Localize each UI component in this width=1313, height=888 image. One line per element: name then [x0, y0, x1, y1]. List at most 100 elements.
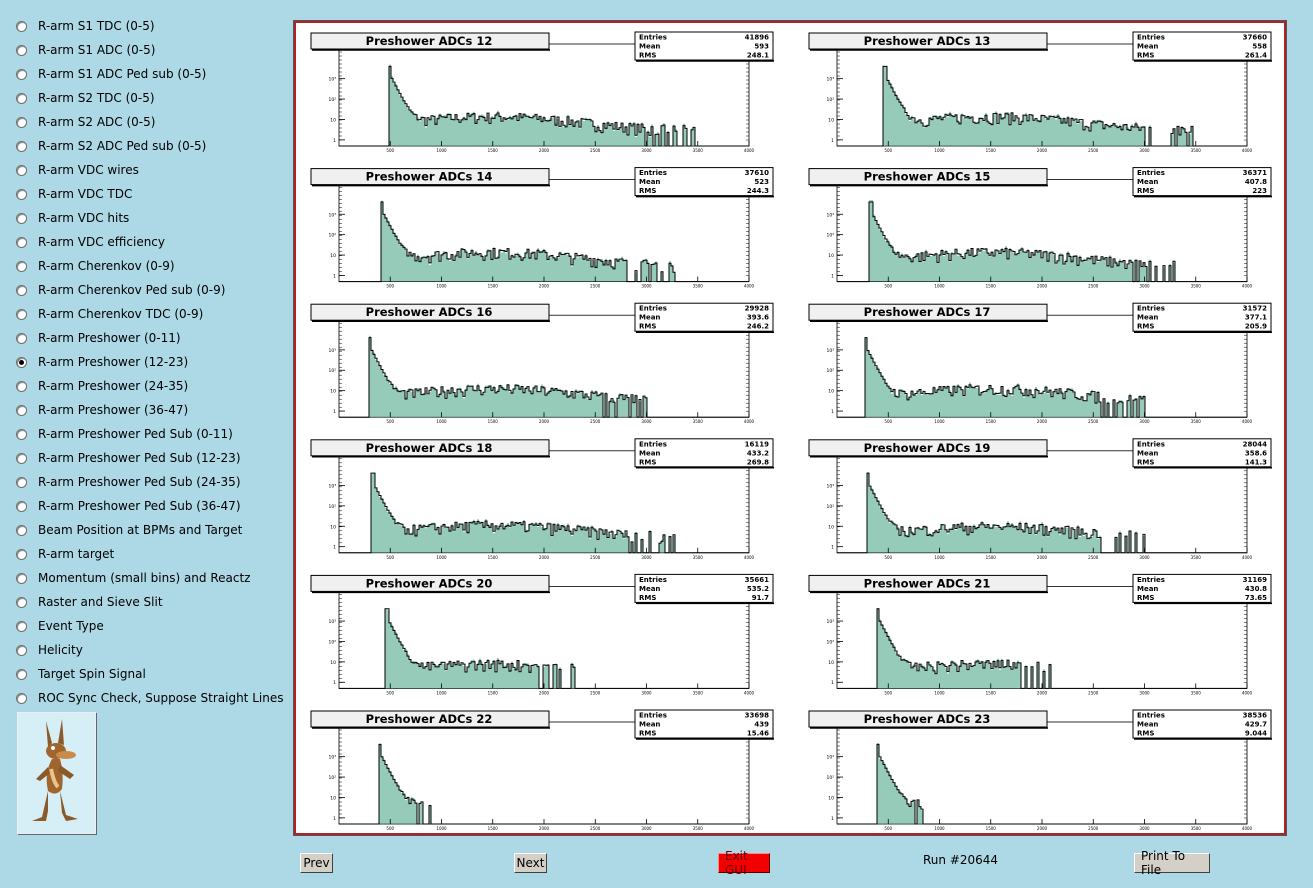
plot-option-radio[interactable]: R-arm S2 ADC (0-5): [16, 110, 291, 134]
radio-unchecked-icon[interactable]: [16, 644, 27, 656]
radio-unchecked-icon[interactable]: [16, 116, 27, 128]
radio-unchecked-icon[interactable]: [16, 92, 27, 104]
histogram-bar: [987, 119, 989, 146]
radio-unchecked-icon[interactable]: [16, 140, 27, 152]
radio-unchecked-icon[interactable]: [16, 524, 27, 536]
radio-unchecked-icon[interactable]: [16, 500, 27, 512]
histogram-bar: [891, 780, 893, 824]
radio-unchecked-icon[interactable]: [16, 380, 27, 392]
histogram-bar: [1085, 127, 1087, 146]
plot-option-radio[interactable]: R-arm VDC efficiency: [16, 230, 291, 254]
radio-unchecked-icon[interactable]: [16, 596, 27, 608]
histogram-bar: [1127, 265, 1129, 282]
plot-option-radio[interactable]: R-arm Preshower (24-35): [16, 374, 291, 398]
plot-option-radio[interactable]: R-arm Cherenkov TDC (0-9): [16, 302, 291, 326]
plot-option-radio[interactable]: R-arm S1 ADC (0-5): [16, 38, 291, 62]
histogram-bar: [1135, 398, 1137, 418]
plot-option-radio[interactable]: Momentum (small bins) and Reactz: [16, 566, 291, 590]
radio-unchecked-icon[interactable]: [16, 212, 27, 224]
radio-unchecked-icon[interactable]: [16, 188, 27, 200]
histogram-bar: [949, 665, 951, 689]
y-tick-label: 10³: [826, 77, 834, 83]
histogram-bar: [431, 522, 433, 553]
radio-unchecked-icon[interactable]: [16, 260, 27, 272]
radio-unchecked-icon[interactable]: [16, 548, 27, 560]
plot-option-radio[interactable]: R-arm S1 ADC Ped sub (0-5): [16, 62, 291, 86]
plot-option-radio[interactable]: R-arm target: [16, 542, 291, 566]
plot-option-radio[interactable]: R-arm S2 ADC Ped sub (0-5): [16, 134, 291, 158]
radio-unchecked-icon[interactable]: [16, 620, 27, 632]
histogram-bar: [371, 349, 373, 418]
plot-option-radio[interactable]: R-arm Preshower Ped Sub (36-47): [16, 494, 291, 518]
plot-option-radio[interactable]: R-arm Cherenkov Ped sub (0-9): [16, 278, 291, 302]
prev-button[interactable]: Prev: [300, 853, 333, 873]
x-tick-label: 1500: [488, 284, 499, 289]
histogram-bar: [445, 251, 447, 282]
histogram-bar: [935, 391, 937, 418]
histogram-bar: [931, 667, 933, 689]
histogram-bar: [517, 252, 519, 282]
radio-unchecked-icon[interactable]: [16, 236, 27, 248]
radio-unchecked-icon[interactable]: [16, 164, 27, 176]
plot-option-label: Target Spin Signal: [38, 667, 146, 681]
histogram-bar: [395, 632, 397, 689]
plot-option-radio[interactable]: R-arm S1 TDC (0-5): [16, 14, 291, 38]
histogram-bar: [883, 237, 885, 282]
print-to-file-button[interactable]: Print To File: [1134, 849, 1210, 877]
plot-option-radio[interactable]: R-arm S2 TDC (0-5): [16, 86, 291, 110]
x-tick-label: 2000: [1037, 555, 1048, 560]
plot-option-radio[interactable]: Event Type: [16, 614, 291, 638]
histogram-bar: [913, 393, 915, 418]
radio-unchecked-icon[interactable]: [16, 428, 27, 440]
radio-unchecked-icon[interactable]: [16, 308, 27, 320]
histogram-bar: [479, 115, 481, 146]
exit-gui-button[interactable]: Exit GUI: [718, 849, 770, 877]
radio-unchecked-icon[interactable]: [16, 404, 27, 416]
plot-option-radio[interactable]: Beam Position at BPMs and Target: [16, 518, 291, 542]
stats-value: 358.6: [1245, 449, 1267, 457]
stats-value: 393.6: [747, 314, 769, 322]
plot-option-radio[interactable]: R-arm VDC wires: [16, 158, 291, 182]
radio-unchecked-icon[interactable]: [16, 692, 27, 704]
histogram-bar: [573, 666, 575, 689]
plot-option-radio[interactable]: R-arm Cherenkov (0-9): [16, 254, 291, 278]
histogram-bar: [1047, 259, 1049, 282]
plot-option-radio[interactable]: R-arm Preshower (12-23): [16, 350, 291, 374]
plot-option-radio[interactable]: Target Spin Signal: [16, 662, 291, 686]
histogram-bar: [937, 262, 939, 282]
histogram-bar: [1083, 129, 1085, 146]
radio-unchecked-icon[interactable]: [16, 668, 27, 680]
plot-option-radio[interactable]: R-arm VDC TDC: [16, 182, 291, 206]
histogram-bar: [553, 257, 555, 282]
plot-option-radio[interactable]: R-arm Preshower Ped Sub (0-11): [16, 422, 291, 446]
plot-option-radio[interactable]: Raster and Sieve Slit: [16, 590, 291, 614]
plot-option-radio[interactable]: Helicity: [16, 638, 291, 662]
histogram-bar: [867, 349, 869, 418]
radio-unchecked-icon[interactable]: [16, 572, 27, 584]
plot-option-radio[interactable]: R-arm Preshower Ped Sub (24-35): [16, 470, 291, 494]
radio-unchecked-icon[interactable]: [16, 476, 27, 488]
radio-checked-icon[interactable]: [16, 356, 27, 368]
stats-label: RMS: [639, 187, 656, 195]
histogram-bar: [461, 247, 463, 282]
histogram-bar: [557, 389, 559, 418]
histogram-bar: [375, 359, 377, 418]
radio-unchecked-icon[interactable]: [16, 284, 27, 296]
radio-unchecked-icon[interactable]: [16, 452, 27, 464]
next-button[interactable]: Next: [514, 853, 547, 873]
histogram-canvas-frame: 1 10 10² 10³ 500 1000 1500 2000 2500 3000 3500 4000…: [293, 20, 1287, 836]
plot-option-radio[interactable]: ROC Sync Check, Suppose Straight Lines: [16, 686, 291, 710]
histogram-bar: [519, 254, 521, 282]
histogram-bar: [1141, 126, 1143, 146]
plot-option-radio[interactable]: R-arm Preshower (0-11): [16, 326, 291, 350]
histogram-bar: [405, 250, 407, 282]
plot-option-radio[interactable]: R-arm VDC hits: [16, 206, 291, 230]
radio-unchecked-icon[interactable]: [16, 332, 27, 344]
histogram-bar: [385, 374, 387, 418]
histogram-bar: [395, 235, 397, 282]
radio-unchecked-icon[interactable]: [16, 20, 27, 32]
radio-unchecked-icon[interactable]: [16, 44, 27, 56]
plot-option-radio[interactable]: R-arm Preshower Ped Sub (12-23): [16, 446, 291, 470]
radio-unchecked-icon[interactable]: [16, 68, 27, 80]
plot-option-radio[interactable]: R-arm Preshower (36-47): [16, 398, 291, 422]
